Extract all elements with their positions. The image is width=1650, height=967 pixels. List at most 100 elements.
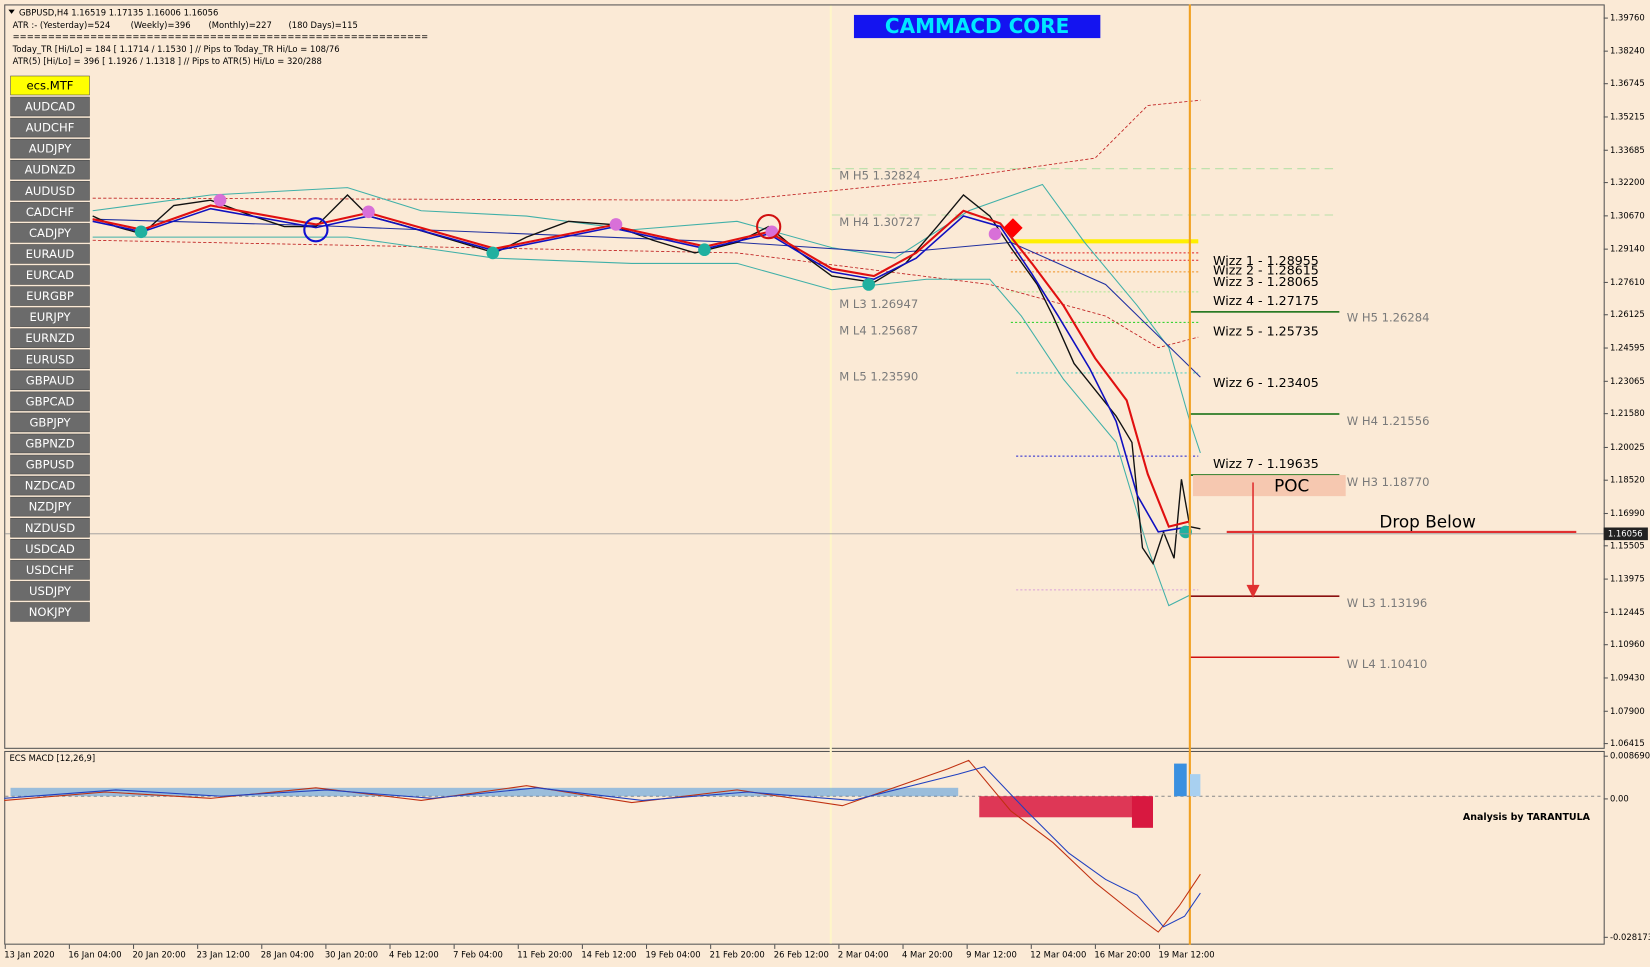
symbol-button[interactable]	[10, 391, 90, 412]
symbol-button[interactable]	[10, 117, 90, 138]
macd-drawing	[4, 759, 1604, 933]
symbol-button-label[interactable]: GBPCAD	[26, 394, 75, 408]
symbol-button[interactable]	[10, 496, 90, 517]
price-tick-label: 1.32200	[1610, 177, 1645, 187]
macd-pane	[4, 750, 1605, 945]
time-label: 20 Jan 20:00	[132, 950, 185, 960]
symbol-button-label[interactable]: EURAUD	[26, 247, 75, 261]
title: CAMMACD CORE	[885, 14, 1069, 38]
time-label: 28 Jan 04:00	[261, 950, 314, 960]
price-tick-label: 1.35215	[1610, 111, 1645, 121]
symbol-button-label[interactable]: EURUSD	[26, 352, 75, 366]
symbol-button[interactable]	[10, 75, 90, 96]
wizz-label: Wizz 3 - 1.28065	[1213, 274, 1319, 289]
wizz-label: Wizz 5 - 1.25735	[1213, 323, 1319, 338]
symbol-button[interactable]	[10, 159, 90, 180]
symbol-button[interactable]	[10, 286, 90, 306]
level-label: M L5 1.23590	[839, 370, 918, 384]
price-tick-label: 1.20025	[1610, 442, 1645, 452]
generated: 1.39760 1.38240 1.36745 1.35215 1.33685 1.322…	[4, 13, 1650, 960]
poc-label: POC	[1274, 476, 1309, 496]
title-box	[853, 14, 1101, 39]
time-label: 13 Jan 2020	[4, 950, 54, 960]
symbol-button[interactable]	[10, 223, 90, 243]
time-label: 11 Feb 20:00	[517, 950, 572, 960]
symbol-button[interactable]	[10, 328, 90, 348]
symbol-button-label[interactable]: AUDNZD	[25, 163, 76, 177]
symbol-button-label[interactable]: AUDCHF	[26, 121, 75, 135]
wizz-label: Wizz 1 - 1.28955	[1213, 253, 1319, 268]
level-label: M H5 1.32824	[839, 169, 920, 183]
price-tick-label: 1.16990	[1610, 508, 1645, 518]
symbol-button-label[interactable]: AUDJPY	[29, 142, 72, 156]
symbol-button[interactable]	[10, 181, 90, 201]
symbol-button-label[interactable]: EURNZD	[25, 331, 74, 345]
price-tick-label: 1.09430	[1610, 672, 1645, 682]
time-label: 14 Feb 12:00	[581, 950, 636, 960]
time-label: 19 Feb 04:00	[645, 950, 700, 960]
price-tick-label: 1.30670	[1610, 210, 1645, 220]
symbol-button[interactable]	[10, 349, 90, 369]
signal-markers	[134, 193, 1192, 539]
symbol-button-label[interactable]: ecs.MTF	[27, 79, 74, 93]
symbol-button-label[interactable]: USDCAD	[25, 542, 75, 556]
wizz-label: Wizz 6 - 1.23405	[1213, 375, 1319, 390]
symbol-button-label[interactable]: NZDJPY	[29, 500, 73, 514]
credit: Analysis by TARANTULA	[1463, 812, 1591, 823]
symbol-button[interactable]	[10, 433, 90, 454]
price-tick-label: 1.07900	[1610, 706, 1645, 716]
symbol-button[interactable]	[10, 96, 90, 117]
level-label: W H4 1.21556	[1347, 414, 1430, 428]
symbol-button[interactable]	[10, 560, 90, 580]
symbol-button-label[interactable]: EURJPY	[29, 310, 71, 324]
symbol-button[interactable]	[10, 539, 90, 559]
symbol-button-label[interactable]: USDCHF	[26, 563, 74, 577]
level-label: M H4 1.30727	[839, 215, 920, 229]
symbol-button-label[interactable]: NZDUSD	[25, 521, 75, 535]
price-pane	[4, 4, 1605, 749]
price-tick-label: 1.10960	[1610, 639, 1645, 649]
symbol-button[interactable]	[10, 202, 90, 222]
symbol-button-label[interactable]: AUDUSD	[25, 184, 75, 198]
symbol-button-label[interactable]: GBPJPY	[29, 415, 71, 429]
symbol-button-label[interactable]: EURCAD	[26, 268, 74, 282]
symbol-button[interactable]	[10, 454, 90, 475]
time-label: 4 Mar 20:00	[902, 950, 953, 960]
symbol-button[interactable]	[10, 307, 90, 327]
symbol-button[interactable]	[10, 370, 90, 391]
price-tick-label: 1.36745	[1610, 78, 1645, 88]
wizz-label: Wizz 7 - 1.19635	[1213, 456, 1319, 471]
macd-title: ECS MACD [12,26,9]	[9, 753, 95, 763]
symbol-button[interactable]	[10, 265, 90, 285]
symbol-button-label[interactable]: CADCHF	[26, 205, 74, 219]
level-label: W H3 1.18770	[1347, 475, 1430, 489]
price-tick-label: 1.12445	[1610, 607, 1645, 617]
symbol-button[interactable]	[10, 138, 90, 159]
symbol-button-label[interactable]: NZDCAD	[25, 479, 76, 493]
level-label: W H5 1.26284	[1347, 311, 1430, 325]
level-label: M L3 1.26947	[839, 297, 918, 311]
symbol-button-label[interactable]: GBPAUD	[26, 373, 75, 387]
today-tr: Today_TR [Hi/Lo] = 184 [ 1.1714 / 1.1530…	[12, 44, 340, 54]
price-tick-label: 1.06415	[1610, 738, 1645, 748]
symbol-button-label[interactable]: GBPUSD	[26, 458, 75, 472]
symbol-button-label[interactable]: GBPNZD	[25, 437, 74, 451]
symbol-button[interactable]	[10, 244, 90, 264]
time-label: 19 Mar 12:00	[1158, 950, 1214, 960]
symbol-button-label[interactable]: CADJPY	[29, 226, 72, 240]
time-label: 16 Mar 20:00	[1094, 950, 1150, 960]
symbol-button[interactable]	[10, 475, 90, 496]
macd-tick-label: -0.028173	[1610, 932, 1650, 942]
symbol-button-label[interactable]: AUDCAD	[25, 100, 75, 114]
symbol-button-label[interactable]: EURGBP	[26, 289, 74, 303]
symbol-button-label[interactable]: NOKJPY	[29, 605, 73, 619]
symbol-button[interactable]	[10, 602, 90, 622]
macd-tick-label: 0.00	[1610, 793, 1629, 803]
symbol-button[interactable]	[10, 412, 90, 433]
price-tick-label: 1.39760	[1610, 13, 1645, 23]
time-label: 23 Jan 12:00	[197, 950, 250, 960]
symbol-button[interactable]	[10, 517, 90, 538]
symbol-button[interactable]	[10, 581, 90, 601]
symbol-button-label[interactable]: USDJPY	[29, 584, 72, 598]
atr-info: (180 Days)=115	[289, 20, 358, 30]
